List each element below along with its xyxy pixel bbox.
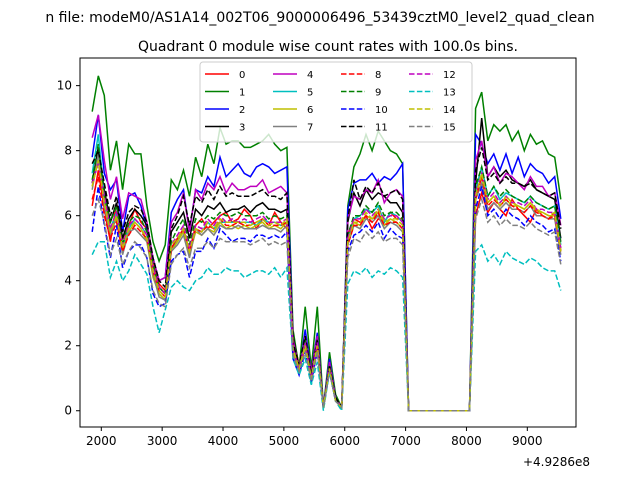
legend-label-4: 4 xyxy=(307,70,313,81)
series-line-11 xyxy=(91,147,562,412)
legend-label-13: 13 xyxy=(443,88,456,99)
chart-title: Quadrant 0 module wise count rates with … xyxy=(138,39,518,55)
axes-frame xyxy=(79,57,577,428)
series-line-13 xyxy=(91,240,562,414)
x-tick-label: 3000 xyxy=(147,434,178,448)
x-axis: 2000 3000 4000 5000 6000 7000 8000 9000 xyxy=(86,427,543,448)
x-offset-label: +4.9286e8 xyxy=(523,455,590,469)
series-line-3 xyxy=(91,118,562,412)
y-tick-label: 8 xyxy=(64,144,72,158)
legend-box xyxy=(199,61,473,143)
y-tick-label: 10 xyxy=(57,79,72,93)
series-line-9 xyxy=(91,144,562,412)
y-tick-label: 2 xyxy=(64,339,72,353)
x-tick-label: 6000 xyxy=(329,434,360,448)
series-line-14 xyxy=(91,160,562,412)
x-tick-label: 7000 xyxy=(390,434,421,448)
legend-label-6: 6 xyxy=(307,105,313,116)
series-line-2 xyxy=(91,114,562,412)
figure-suptitle: n file: modeM0/AS1A14_002T06_9000006496_… xyxy=(45,10,594,26)
x-tick-label: 2000 xyxy=(86,434,117,448)
legend-label-5: 5 xyxy=(307,88,313,99)
legend-label-1: 1 xyxy=(239,88,245,99)
plot-area xyxy=(91,75,562,414)
y-tick-label: 6 xyxy=(64,209,72,223)
legend-label-14: 14 xyxy=(443,105,456,116)
x-tick-label: 8000 xyxy=(451,434,482,448)
legend-label-2: 2 xyxy=(239,105,245,116)
series-layer xyxy=(91,75,562,414)
legend-label-8: 8 xyxy=(375,70,381,81)
legend-label-10: 10 xyxy=(375,105,388,116)
legend-label-12: 12 xyxy=(443,70,456,81)
legend-label-11: 11 xyxy=(375,123,388,134)
series-line-5 xyxy=(91,134,562,412)
legend-label-9: 9 xyxy=(375,88,381,99)
x-tick-label: 4000 xyxy=(208,434,239,448)
x-tick-label: 9000 xyxy=(512,434,543,448)
legend-label-3: 3 xyxy=(239,123,245,134)
y-tick-label: 4 xyxy=(64,274,72,288)
y-axis: 0 2 4 6 8 10 xyxy=(57,79,80,418)
y-tick-label: 0 xyxy=(64,404,72,418)
legend-label-7: 7 xyxy=(307,123,313,134)
legend-label-0: 0 xyxy=(239,70,245,81)
series-line-10 xyxy=(91,186,562,412)
legend-label-15: 15 xyxy=(443,123,456,134)
series-line-15 xyxy=(91,196,562,412)
x-tick-label: 5000 xyxy=(269,434,300,448)
